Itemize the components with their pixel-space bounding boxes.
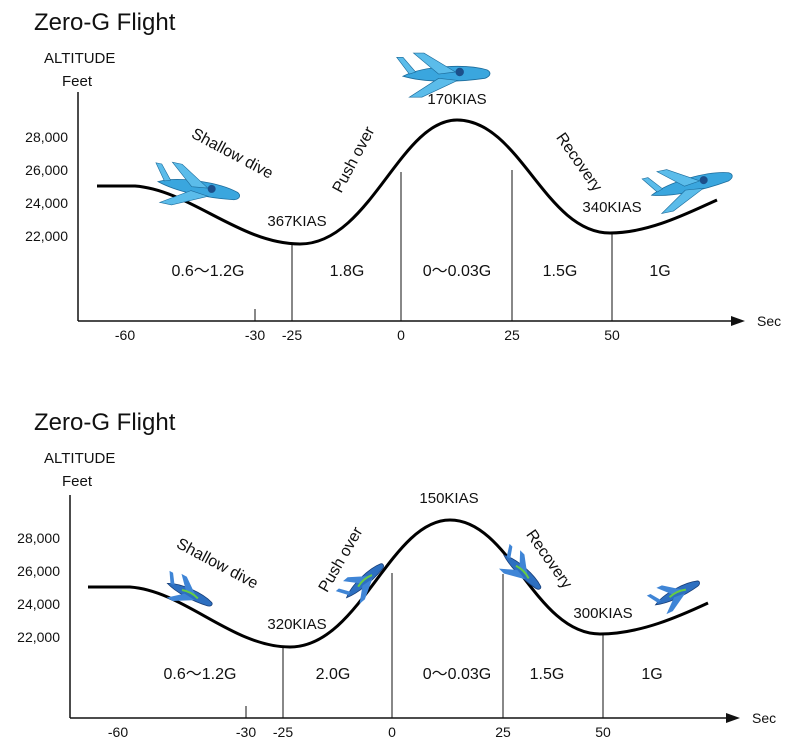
g-load: 1.5G	[530, 666, 565, 683]
g-load: 1G	[641, 666, 662, 683]
airplane-icon	[640, 155, 738, 217]
y-tick-label: 28,000	[25, 129, 68, 145]
x-tick-label: -60	[115, 327, 135, 343]
g-load: 1.5G	[543, 263, 578, 280]
y-tick-label: 24,000	[25, 195, 68, 211]
x-tick-label: 0	[397, 327, 405, 343]
x-tick-label: -25	[282, 327, 302, 343]
x-tick-label: 25	[504, 327, 520, 343]
x-tick-label: -30	[245, 327, 265, 343]
y-label: ALTITUDE	[44, 450, 115, 467]
x-tick-label: 50	[604, 327, 620, 343]
speed-label: 320KIAS	[267, 616, 326, 633]
g-load: 0.6～1.2G	[164, 666, 237, 683]
x-tick-label: 25	[495, 724, 511, 740]
flight-profile	[88, 518, 709, 649]
y-label: ALTITUDE	[44, 50, 115, 67]
x-tick-label: 50	[595, 724, 611, 740]
y-tick-label: 26,000	[25, 162, 68, 178]
airplane-icon	[156, 567, 219, 620]
flight-profile	[97, 118, 718, 246]
y-tick-label: 22,000	[17, 629, 60, 645]
y-tick-label: 28,000	[17, 530, 60, 546]
g-load: 0.6～1.2G	[172, 263, 245, 280]
title: Zero-G Flight	[34, 9, 176, 36]
g-load: 0～0.03G	[423, 263, 492, 280]
y-tick-label: 24,000	[17, 596, 60, 612]
speed-label: 150KIAS	[419, 490, 478, 507]
y-unit: Feet	[62, 473, 93, 490]
panel: Zero-G Flight ALTITUDE Feet Sec 28,000 26,000…	[17, 409, 776, 740]
x-tick-label: -60	[108, 724, 128, 740]
x-tick-label: 0	[388, 724, 396, 740]
x-arrow	[726, 713, 740, 723]
x-label: Sec	[752, 710, 776, 726]
g-load: 1G	[649, 263, 670, 280]
y-unit: Feet	[62, 73, 93, 90]
y-tick-label: 26,000	[17, 563, 60, 579]
panel: Zero-G Flight ALTITUDE Feet Sec 28,000 26,000…	[25, 9, 781, 343]
airplane-icon	[644, 569, 707, 620]
x-label: Sec	[757, 313, 781, 329]
speed-label: 170KIAS	[427, 91, 486, 108]
phase-label: Shallow dive	[188, 125, 275, 182]
x-tick-label: -30	[236, 724, 256, 740]
g-load: 0～0.03G	[423, 666, 492, 683]
phase-label: Recovery	[552, 130, 605, 195]
phase-label: Push over	[330, 124, 379, 196]
g-load: 2.0G	[316, 666, 351, 683]
y-tick-label: 22,000	[25, 228, 68, 244]
airplane-icon	[147, 158, 245, 219]
speed-label: 340KIAS	[582, 199, 641, 216]
speed-label: 367KIAS	[267, 213, 326, 230]
speed-label: 300KIAS	[573, 605, 632, 622]
title: Zero-G Flight	[34, 409, 176, 436]
g-load: 1.8G	[330, 263, 365, 280]
x-tick-label: -25	[273, 724, 293, 740]
x-arrow	[731, 316, 745, 326]
